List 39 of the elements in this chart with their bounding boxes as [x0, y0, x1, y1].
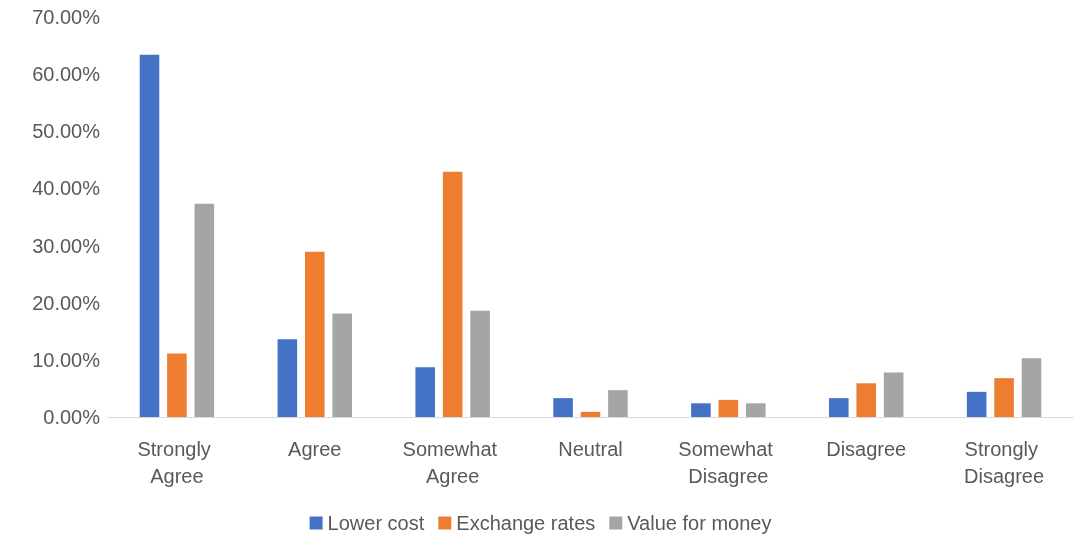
legend-label: Lower cost [327, 512, 425, 534]
bar [332, 313, 353, 417]
bar [608, 390, 628, 417]
y-tick-label: 30.00% [32, 234, 101, 257]
bar [691, 403, 711, 417]
bar [167, 353, 187, 417]
bar [1021, 358, 1042, 417]
bar [580, 411, 601, 417]
x-tick-label: Strongly Agree [137, 437, 217, 487]
bar [856, 383, 877, 417]
legend-label: Exchange rates [456, 512, 596, 534]
x-tick-label: Somewhat Agree [402, 437, 503, 487]
bar [994, 378, 1014, 417]
bar [966, 391, 987, 417]
bar [883, 372, 904, 417]
y-tick-label: 40.00% [32, 177, 101, 200]
y-tick-label: 50.00% [32, 120, 101, 143]
y-tick-label: 20.00% [32, 291, 101, 314]
x-tick-label: Neutral [558, 437, 623, 460]
bar [442, 171, 463, 417]
bar [553, 398, 573, 417]
x-tick-label: Agree [288, 437, 342, 460]
bar [415, 367, 436, 417]
x-tick-label: Strongly Disagree [964, 437, 1045, 487]
x-tick-label: Somewhat Disagree [678, 437, 779, 487]
bar [718, 399, 739, 417]
bar [194, 203, 215, 417]
bar [139, 54, 160, 417]
x-tick-label: Disagree [826, 437, 907, 460]
bar [470, 310, 490, 417]
y-tick-label: 0.00% [43, 406, 101, 428]
bar [304, 251, 325, 417]
y-tick-label: 60.00% [32, 63, 101, 86]
bar [828, 398, 849, 417]
legend-label: Value for money [627, 512, 772, 534]
y-tick-label: 70.00% [32, 6, 101, 28]
bar [745, 403, 766, 417]
y-tick-label: 10.00% [32, 348, 101, 371]
bar [277, 339, 298, 417]
